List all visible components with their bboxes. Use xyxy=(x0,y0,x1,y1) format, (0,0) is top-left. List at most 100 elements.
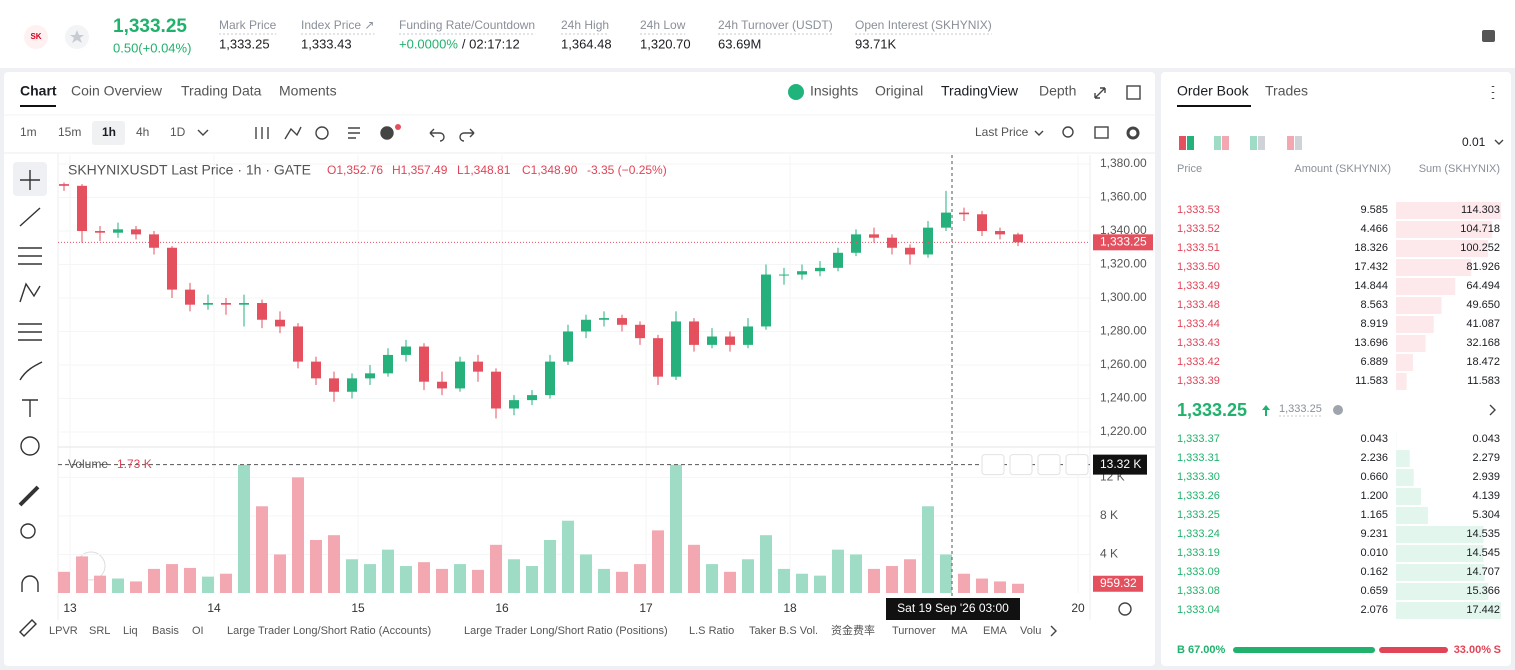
mode-icon[interactable] xyxy=(1222,136,1229,150)
indicator-tab[interactable]: MA xyxy=(951,625,968,637)
emoji-tool[interactable] xyxy=(20,436,40,456)
precision[interactable]: 0.01 xyxy=(1462,135,1486,149)
settings-button[interactable] xyxy=(1126,126,1140,140)
interval[interactable]: 1m xyxy=(20,125,37,139)
pane-button[interactable] xyxy=(1009,454,1033,476)
add-button[interactable] xyxy=(380,126,394,140)
magnet-tool[interactable] xyxy=(21,575,39,592)
tab[interactable]: Moments xyxy=(279,83,337,99)
scroll-arrow[interactable] xyxy=(1050,625,1057,637)
order-price[interactable]: 1,333.44 xyxy=(1177,318,1220,330)
indicator-tab[interactable]: Volu xyxy=(1020,625,1041,637)
depth-bar xyxy=(1396,316,1434,333)
order-price[interactable]: 1,333.37 xyxy=(1177,433,1220,445)
view[interactable]: Depth xyxy=(1039,83,1076,99)
volume-bar xyxy=(184,567,196,593)
indicator-tab[interactable]: Liq xyxy=(123,625,138,637)
snapshot-button[interactable] xyxy=(1094,126,1109,139)
channel-tool[interactable] xyxy=(18,247,42,265)
ohlc-value: H1,357.49 xyxy=(392,163,448,177)
pane-button[interactable] xyxy=(1065,454,1089,476)
ruler-tool[interactable] xyxy=(18,485,40,507)
view[interactable]: Original xyxy=(875,83,923,99)
pane-button[interactable] xyxy=(1037,454,1061,476)
fib-tool[interactable] xyxy=(18,323,42,341)
indicator-tab[interactable]: EMA xyxy=(983,625,1008,637)
order-price[interactable]: 1,333.25 xyxy=(1177,509,1220,521)
order-price[interactable]: 1,333.50 xyxy=(1177,261,1220,273)
indicator-tab[interactable]: OI xyxy=(192,625,204,637)
view[interactable]: Insights xyxy=(810,83,858,99)
order-price[interactable]: 1,333.24 xyxy=(1177,528,1220,540)
candle-type[interactable] xyxy=(255,127,269,139)
pane-button[interactable] xyxy=(981,454,1005,476)
order-price[interactable]: 1,333.42 xyxy=(1177,356,1220,368)
order-price[interactable]: 1,333.43 xyxy=(1177,337,1220,349)
text-tool[interactable] xyxy=(22,399,38,417)
interval[interactable]: 1h xyxy=(102,125,116,139)
window-button[interactable] xyxy=(1126,85,1141,100)
order-price[interactable]: 1,333.52 xyxy=(1177,223,1220,235)
fullscreen-button[interactable] xyxy=(1094,87,1106,99)
indicator-tab[interactable]: 资金费率 xyxy=(831,623,875,637)
order-price[interactable]: 1,333.48 xyxy=(1177,299,1220,311)
indicator-tab[interactable]: SRL xyxy=(89,625,110,637)
price-type[interactable]: Last Price xyxy=(975,125,1029,139)
mode-icon[interactable] xyxy=(1258,136,1265,150)
mode-icon[interactable] xyxy=(1187,136,1194,150)
precision-caret[interactable] xyxy=(1494,139,1504,145)
x-tick-label: 20 xyxy=(1071,601,1085,615)
pencil-tool[interactable] xyxy=(19,619,37,637)
brush-tool[interactable] xyxy=(19,361,43,381)
orderbook-tab[interactable]: Order Book xyxy=(1177,83,1250,99)
indicator-tab[interactable]: Basis xyxy=(152,625,179,637)
indicator-tab[interactable]: Taker B.S Vol. xyxy=(749,625,818,637)
order-price[interactable]: 1,333.49 xyxy=(1177,280,1220,292)
pattern-tool[interactable] xyxy=(19,282,41,303)
order-price[interactable]: 1,333.39 xyxy=(1177,375,1220,387)
order-price[interactable]: 1,333.31 xyxy=(1177,452,1220,464)
redo-button[interactable] xyxy=(459,128,475,142)
interval[interactable]: 1D xyxy=(170,125,186,139)
order-price[interactable]: 1,333.08 xyxy=(1177,585,1220,597)
zoom-tool[interactable] xyxy=(20,523,36,539)
axis-settings[interactable] xyxy=(1118,602,1132,616)
order-price[interactable]: 1,333.30 xyxy=(1177,471,1220,483)
mode-icon[interactable] xyxy=(1214,136,1221,150)
price-type-caret[interactable] xyxy=(1034,130,1044,136)
mode-icon[interactable] xyxy=(1250,136,1257,150)
templates-button[interactable] xyxy=(348,127,360,139)
mode-icon[interactable] xyxy=(1295,136,1302,150)
interval[interactable]: 4h xyxy=(136,125,149,139)
indicator-tab[interactable]: LPVR xyxy=(49,625,78,637)
undo-button[interactable] xyxy=(429,128,445,142)
indicator-tab[interactable]: Large Trader Long/Short Ratio (Positions… xyxy=(464,625,668,637)
expand-arrow[interactable] xyxy=(1489,404,1496,416)
volume-bar xyxy=(796,573,808,593)
mode-icon[interactable] xyxy=(1179,136,1186,150)
order-price[interactable]: 1,333.19 xyxy=(1177,547,1220,559)
interval[interactable]: 15m xyxy=(58,125,81,139)
order-price[interactable]: 1,333.26 xyxy=(1177,490,1220,502)
volume-bar xyxy=(346,559,358,593)
header-icon[interactable] xyxy=(1482,30,1495,42)
view[interactable]: TradingView xyxy=(941,83,1019,99)
crosshair-tool[interactable] xyxy=(20,170,40,190)
order-price[interactable]: 1,333.04 xyxy=(1177,604,1220,616)
indicator-tab[interactable]: Turnover xyxy=(892,625,936,637)
line-tool[interactable] xyxy=(19,207,41,227)
tab[interactable]: Coin Overview xyxy=(71,83,163,99)
mode-icon[interactable] xyxy=(1287,136,1294,150)
interval-caret[interactable] xyxy=(197,129,209,136)
replay-button[interactable] xyxy=(315,126,329,140)
order-price[interactable]: 1,333.51 xyxy=(1177,242,1220,254)
tab[interactable]: Chart xyxy=(20,83,57,99)
search-button[interactable] xyxy=(1062,126,1074,138)
tab[interactable]: Trading Data xyxy=(181,83,262,99)
order-price[interactable]: 1,333.09 xyxy=(1177,566,1220,578)
indicator-tab[interactable]: Large Trader Long/Short Ratio (Accounts) xyxy=(227,625,431,637)
indicators-button[interactable] xyxy=(284,126,302,140)
orderbook-tab[interactable]: Trades xyxy=(1265,83,1308,99)
indicator-tab[interactable]: L.S Ratio xyxy=(689,625,734,637)
order-price[interactable]: 1,333.53 xyxy=(1177,204,1220,216)
